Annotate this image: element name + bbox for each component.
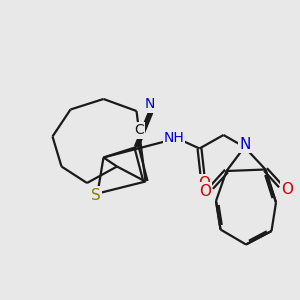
Text: C: C xyxy=(135,124,144,137)
Text: S: S xyxy=(91,188,101,202)
Text: O: O xyxy=(198,176,210,190)
Text: O: O xyxy=(281,182,293,197)
Text: O: O xyxy=(199,184,211,199)
Text: N: N xyxy=(144,98,154,111)
Text: N: N xyxy=(239,136,251,152)
Text: NH: NH xyxy=(164,131,184,145)
